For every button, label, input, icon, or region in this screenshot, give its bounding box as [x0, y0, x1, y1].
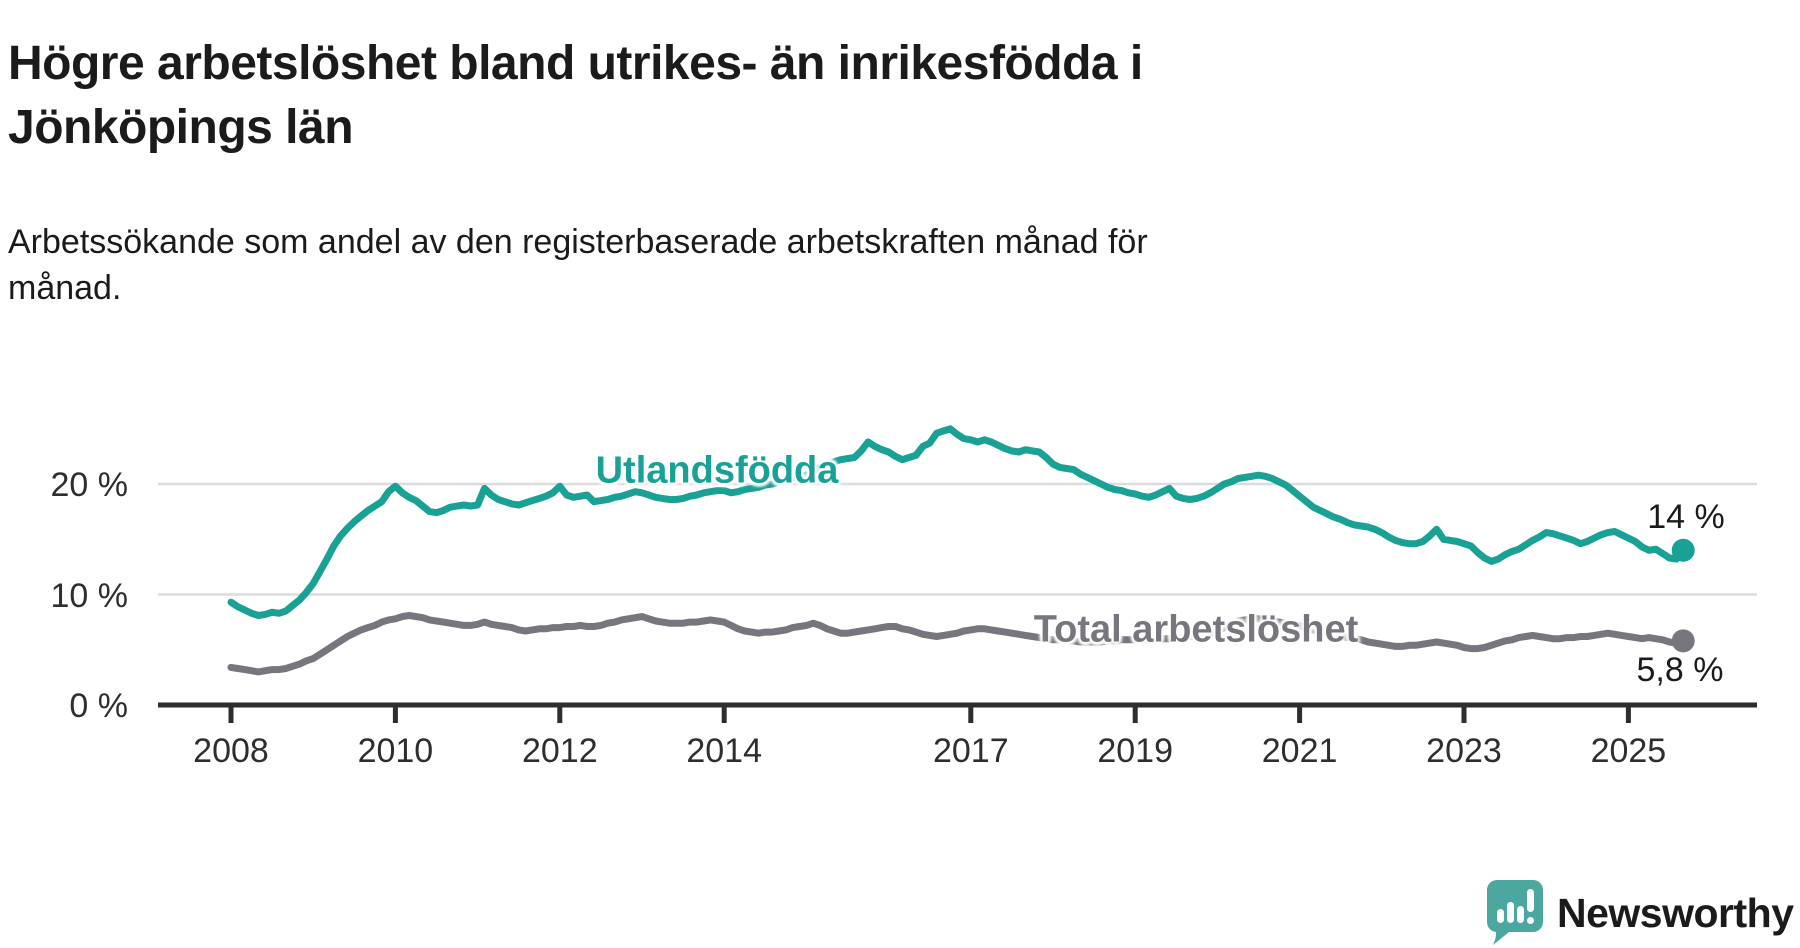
- x-tick-label: 2008: [193, 732, 269, 770]
- page-subtitle: Arbetssökande som andel av den registerb…: [8, 223, 1148, 307]
- y-tick-label: 0 %: [69, 687, 128, 725]
- page-title: Högre arbetslöshet bland utrikes- än inr…: [8, 37, 1143, 154]
- series-end-dot-total-arbetsloshet: [1671, 629, 1695, 653]
- x-tick-label: 2017: [932, 732, 1009, 770]
- y-tick-label: 20 %: [50, 466, 129, 504]
- series-label-total-arbetsloshet: Total arbetslöshet: [1033, 608, 1359, 651]
- x-tick-label: 2019: [1097, 732, 1173, 770]
- series-line-total-arbetsloshet: [227, 612, 1687, 676]
- x-tick-label: 2010: [357, 732, 434, 770]
- end-value-label-total-arbetsloshet: 5,8 %: [1636, 651, 1724, 689]
- y-tick-label: 10 %: [50, 576, 129, 615]
- newsworthy-speech-bubble-bar-chart-icon: [1487, 880, 1543, 945]
- x-tick-label: 2023: [1426, 732, 1502, 770]
- x-tick-label: 2014: [686, 732, 762, 770]
- series-label-utlandsfodda: Utlandsfödda: [595, 449, 839, 492]
- newsworthy-logo: Newsworthy: [1487, 880, 1794, 946]
- series-end-dot-utlandsfodda: [1671, 538, 1695, 562]
- x-tick-label: 2012: [521, 732, 598, 770]
- newsworthy-brand-text: Newsworthy: [1557, 889, 1794, 936]
- x-tick-label: 2025: [1590, 732, 1667, 770]
- x-tick-label: 2021: [1261, 732, 1338, 770]
- end-value-label-utlandsfodda: 14 %: [1647, 498, 1725, 536]
- series-line-utlandsfodda: [227, 425, 1687, 619]
